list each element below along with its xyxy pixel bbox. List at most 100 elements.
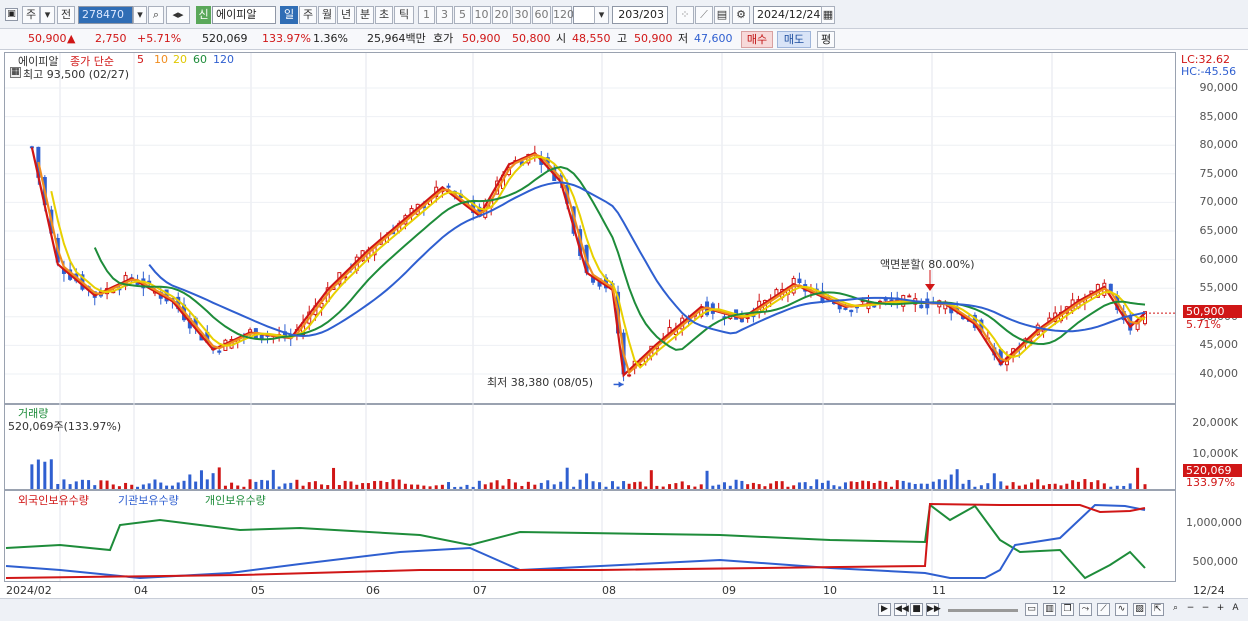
save-icon[interactable]: ▤ bbox=[714, 6, 730, 24]
volume-bar bbox=[343, 480, 347, 489]
zoom-icon[interactable]: ⌕ bbox=[1172, 603, 1179, 613]
stock-name-field[interactable]: 에이피알 bbox=[212, 6, 276, 24]
volume-bar bbox=[295, 479, 299, 489]
volume-bar bbox=[459, 486, 463, 489]
volume-pane[interactable] bbox=[4, 404, 1176, 490]
volume-bar bbox=[711, 485, 715, 489]
period-second[interactable]: 초 bbox=[375, 6, 393, 24]
volume-bar bbox=[320, 484, 324, 489]
layout-icon[interactable]: ▥ bbox=[1043, 603, 1056, 616]
zoom-in-icon[interactable]: + bbox=[1216, 603, 1225, 613]
up-arrow-icon: ▲ bbox=[67, 32, 76, 45]
volume-bar bbox=[774, 481, 778, 489]
copy-icon[interactable]: ❐ bbox=[1061, 603, 1074, 616]
price-tick: 40,000 bbox=[1199, 367, 1239, 380]
candle-body bbox=[797, 278, 802, 284]
volume-bar bbox=[1030, 482, 1034, 489]
period-day[interactable]: 일 bbox=[280, 6, 298, 24]
volume-bar bbox=[289, 482, 293, 489]
link-icon[interactable]: ⁘ bbox=[676, 6, 694, 24]
buy-button[interactable]: 매수 bbox=[741, 31, 773, 48]
volume-bar bbox=[513, 482, 517, 489]
forward-icon[interactable]: ▶▶ bbox=[926, 603, 941, 616]
low-label: 저 bbox=[678, 32, 689, 45]
compare-icon[interactable]: ⤳ bbox=[1079, 603, 1092, 616]
volume-bar bbox=[1042, 485, 1046, 489]
count-dropdown-icon[interactable]: ▾ bbox=[594, 6, 609, 24]
volume-bar bbox=[254, 481, 258, 489]
minus-icon[interactable]: − bbox=[1201, 603, 1210, 613]
export-icon[interactable]: ⇱ bbox=[1151, 603, 1164, 616]
volume-bar bbox=[1136, 467, 1140, 489]
volume-bar bbox=[307, 482, 311, 489]
window-menu-icon[interactable]: ▣ bbox=[5, 8, 18, 21]
volume-bar bbox=[366, 483, 370, 489]
period-month[interactable]: 월 bbox=[318, 6, 336, 24]
ma-line-120 bbox=[148, 181, 1146, 338]
avg-button[interactable]: 평 bbox=[817, 31, 835, 48]
scroll-right-icon[interactable]: ▶ bbox=[878, 603, 891, 616]
zoom-out-icon[interactable]: − bbox=[1186, 603, 1195, 613]
volume-bar bbox=[1076, 481, 1080, 489]
volume-bar bbox=[410, 484, 414, 489]
volume-title: 거래량 bbox=[18, 407, 49, 420]
volume-bar bbox=[416, 484, 420, 489]
image-icon[interactable]: ▨ bbox=[1133, 603, 1146, 616]
volume-bar bbox=[520, 485, 524, 489]
count-30[interactable]: 30 bbox=[512, 6, 531, 24]
rewind-icon[interactable]: ◀◀ bbox=[894, 603, 909, 616]
period-year[interactable]: 년 bbox=[337, 6, 355, 24]
volume-bar bbox=[337, 485, 341, 489]
zoom-slider[interactable] bbox=[948, 609, 1018, 612]
period-minute[interactable]: 분 bbox=[356, 6, 374, 24]
draw-icon[interactable]: ⟋ bbox=[695, 6, 713, 24]
unit-select[interactable]: 주 bbox=[22, 6, 40, 24]
volume-bar bbox=[803, 482, 807, 489]
volume-bar bbox=[578, 479, 582, 489]
volume-bar bbox=[199, 470, 203, 489]
code-dropdown-icon[interactable]: ▾ bbox=[133, 6, 147, 24]
date-label-06: 06 bbox=[366, 584, 380, 597]
holdings-line-0 bbox=[5, 503, 1146, 580]
count-1[interactable]: 1 bbox=[418, 6, 435, 24]
volume-bar bbox=[931, 481, 935, 489]
price-tick: 85,000 bbox=[1199, 109, 1239, 123]
last-pct-tag: 5.71% bbox=[1186, 318, 1221, 331]
volume-bar bbox=[999, 481, 1003, 489]
open-price: 48,550 bbox=[572, 32, 611, 45]
volume-bar bbox=[913, 483, 917, 489]
period-tick[interactable]: 틱 bbox=[394, 6, 414, 24]
panel-icon[interactable]: ▭ bbox=[1025, 603, 1038, 616]
prev-button[interactable]: 전 bbox=[57, 6, 75, 24]
chevron-down-icon[interactable]: ▾ bbox=[40, 6, 55, 24]
volume-bar bbox=[87, 480, 91, 489]
search-icon[interactable]: ⌕ bbox=[148, 6, 164, 24]
count-60[interactable]: 60 bbox=[532, 6, 551, 24]
wave-icon[interactable]: ∿ bbox=[1115, 603, 1128, 616]
calendar-icon[interactable]: ▦ bbox=[821, 6, 835, 24]
volume-bar bbox=[111, 484, 115, 489]
volume-bar bbox=[194, 481, 198, 489]
stop-icon[interactable]: ■ bbox=[910, 603, 923, 616]
gear-icon[interactable]: ⚙ bbox=[732, 6, 750, 24]
calendar-small-icon[interactable]: ▦ bbox=[10, 67, 21, 78]
volume-bar bbox=[861, 480, 865, 489]
count-20[interactable]: 20 bbox=[492, 6, 511, 24]
candle-body bbox=[259, 334, 264, 339]
period-week[interactable]: 주 bbox=[299, 6, 317, 24]
font-size-icon[interactable]: A bbox=[1232, 603, 1239, 613]
stock-code-input[interactable]: 278470 bbox=[78, 6, 133, 24]
count-3[interactable]: 3 bbox=[436, 6, 453, 24]
volume-bar bbox=[248, 479, 252, 489]
volume-bar bbox=[649, 470, 653, 489]
count-5[interactable]: 5 bbox=[454, 6, 471, 24]
count-10[interactable]: 10 bbox=[472, 6, 491, 24]
volume-bar bbox=[1036, 479, 1040, 489]
volume-bar bbox=[734, 479, 738, 489]
count-120[interactable]: 120 bbox=[552, 6, 574, 24]
trend-icon[interactable]: ⟋ bbox=[1097, 603, 1110, 616]
volume-bar bbox=[483, 484, 487, 489]
volume-bar bbox=[633, 482, 637, 489]
sell-button[interactable]: 매도 bbox=[777, 31, 811, 48]
speaker-icon[interactable]: ◂▸ bbox=[166, 6, 190, 24]
